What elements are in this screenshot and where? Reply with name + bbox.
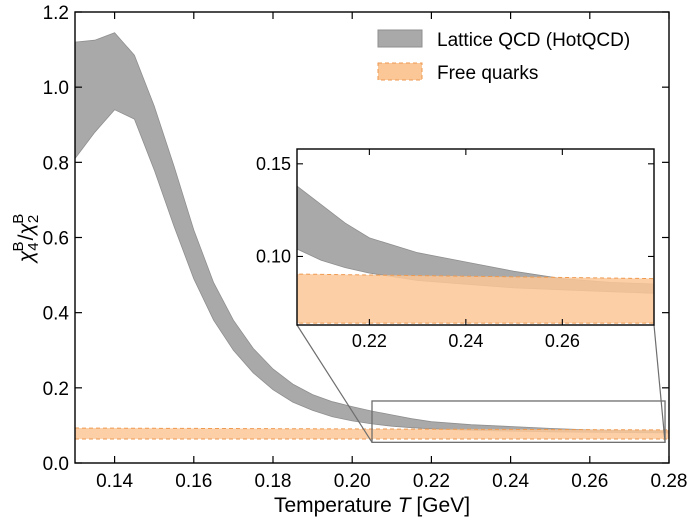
x-tick-label: 0.26 bbox=[571, 471, 608, 492]
x-tick-label: 0.16 bbox=[175, 471, 212, 492]
y-axis-chi-numerator: χ bbox=[15, 250, 38, 264]
y-axis-denominator-subscript: 2 bbox=[25, 215, 42, 223]
y-tick-label: 0.6 bbox=[43, 229, 69, 250]
y-tick-label: 1.0 bbox=[43, 78, 69, 99]
y-axis-title: χ4B/χ2B bbox=[10, 214, 42, 265]
y-tick-label: 0.8 bbox=[43, 153, 69, 174]
y-tick-label: 0.2 bbox=[43, 379, 69, 400]
x-axis-title: Temperature T [GeV] bbox=[274, 494, 470, 517]
inset-plot-area: 0.22 0.24 0.26 0.10 0.15 bbox=[256, 148, 655, 351]
inset-y-tick-label: 0.15 bbox=[256, 154, 291, 174]
inset-x-tick-label: 0.22 bbox=[352, 331, 387, 351]
legend-label-lattice-qcd: Lattice QCD (HotQCD) bbox=[437, 30, 630, 51]
legend-swatch-lattice-qcd bbox=[377, 29, 423, 48]
y-tick-label: 0.4 bbox=[43, 304, 70, 325]
x-axis-title-prefix: Temperature bbox=[274, 494, 398, 517]
inset-x-tick-label: 0.26 bbox=[545, 331, 580, 351]
main-y-axis: 0.0 0.2 0.4 0.6 0.8 1.0 1.2 bbox=[43, 3, 669, 475]
x-tick-label: 0.24 bbox=[492, 471, 529, 492]
inset-x-tick-label: 0.24 bbox=[448, 331, 483, 351]
inset-frame bbox=[296, 148, 655, 326]
y-tick-label: 0.0 bbox=[43, 454, 69, 475]
y-axis-slash: / bbox=[15, 234, 38, 240]
zoom-connector-right bbox=[653, 324, 666, 443]
inset-y-axis: 0.10 0.15 bbox=[256, 154, 654, 266]
inset-x-axis: 0.22 0.24 0.26 bbox=[352, 149, 580, 351]
legend-swatch-free-quarks bbox=[377, 62, 423, 81]
inset-lattice-qcd-band bbox=[297, 185, 654, 294]
x-axis-title-variable: T bbox=[398, 494, 413, 517]
x-axis-title-unit: [GeV] bbox=[411, 494, 471, 517]
zoom-connector-left bbox=[296, 324, 373, 443]
inset-free-quarks-upper-edge bbox=[297, 273, 654, 280]
x-tick-label: 0.14 bbox=[96, 471, 133, 492]
y-axis-numerator-superscript: B bbox=[10, 241, 27, 251]
lattice-qcd-band bbox=[75, 32, 669, 434]
x-tick-label: 0.22 bbox=[413, 471, 450, 492]
zoom-region-box bbox=[371, 400, 666, 443]
x-tick-label: 0.28 bbox=[651, 471, 688, 492]
x-tick-label: 0.20 bbox=[334, 471, 371, 492]
y-tick-label: 1.2 bbox=[43, 3, 69, 24]
legend: Lattice QCD (HotQCD) Free quarks bbox=[377, 29, 630, 84]
inset-y-tick-label: 0.10 bbox=[256, 246, 291, 266]
x-tick-label: 0.18 bbox=[255, 471, 292, 492]
legend-label-free-quarks: Free quarks bbox=[437, 63, 538, 84]
y-axis-denominator-superscript: B bbox=[10, 214, 27, 224]
main-x-axis: 0.14 0.16 0.18 0.20 0.22 0.24 0.26 0.28 bbox=[96, 12, 687, 492]
y-axis-numerator-subscript: 4 bbox=[25, 242, 42, 250]
inset-free-quarks-band bbox=[297, 274, 654, 324]
y-axis-chi-denominator: χ bbox=[15, 223, 38, 237]
